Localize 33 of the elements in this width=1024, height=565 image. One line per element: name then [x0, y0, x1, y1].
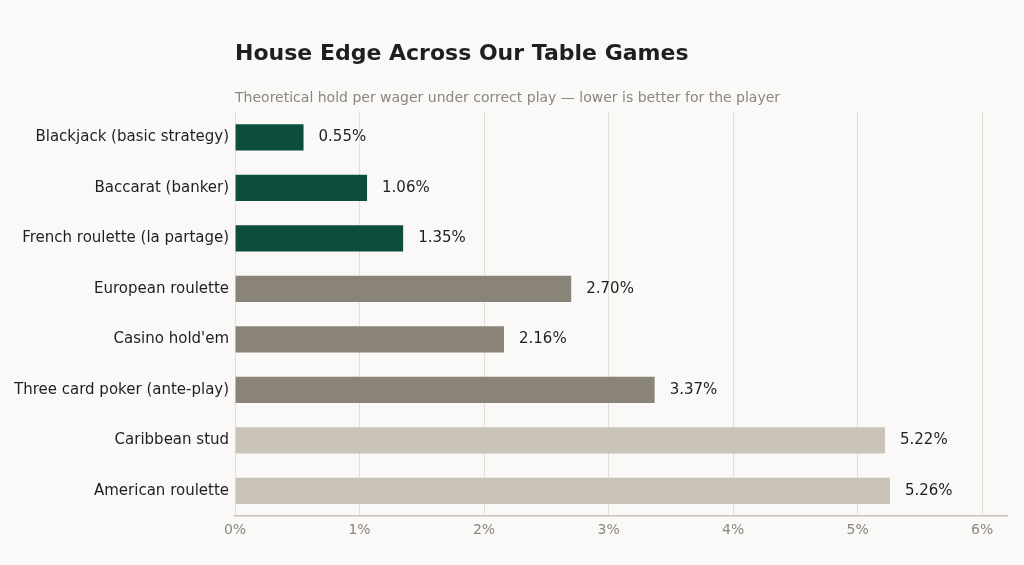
bar — [235, 477, 890, 505]
y-tick-label: French roulette (la partage) — [22, 228, 230, 247]
data-label: 2.16% — [518, 329, 567, 348]
data-label: 5.22% — [899, 430, 948, 449]
x-tick-label: 6% — [970, 521, 994, 538]
x-tick-label: 1% — [348, 521, 371, 538]
data-label: 1.06% — [382, 177, 430, 196]
y-tick-label: Baccarat (banker) — [94, 177, 230, 196]
bar — [235, 124, 304, 151]
data-label: 1.35% — [418, 228, 466, 247]
x-tick-label: 0% — [223, 521, 247, 538]
y-tick-label: American roulette — [94, 480, 230, 499]
x-tick-label: 2% — [472, 521, 496, 538]
bar — [235, 427, 885, 454]
y-tick-label: European roulette — [93, 278, 230, 297]
y-tick-label: Casino hold'em — [113, 329, 230, 348]
y-tick-label: Three card poker (ante-play) — [13, 379, 230, 398]
y-tick-label: Caribbean stud — [114, 430, 230, 449]
bar — [235, 275, 572, 302]
x-tick-label: 4% — [721, 521, 745, 538]
y-tick-label: Blackjack (basic strategy) — [35, 127, 230, 146]
data-label: 0.55% — [318, 127, 367, 146]
bar — [235, 326, 504, 353]
data-label: 2.70% — [586, 278, 634, 297]
bar — [235, 376, 655, 404]
bar — [235, 225, 404, 252]
x-tick-label: 3% — [597, 521, 620, 538]
x-tick-label: 5% — [846, 521, 869, 538]
bar — [235, 174, 368, 201]
chart-title: House Edge Across Our Table Games — [235, 40, 689, 65]
data-label: 5.26% — [904, 480, 953, 499]
chart-subtitle: Theoretical hold per wager under correct play — lower is better for the player — [234, 89, 781, 105]
data-label: 3.37% — [669, 379, 718, 398]
